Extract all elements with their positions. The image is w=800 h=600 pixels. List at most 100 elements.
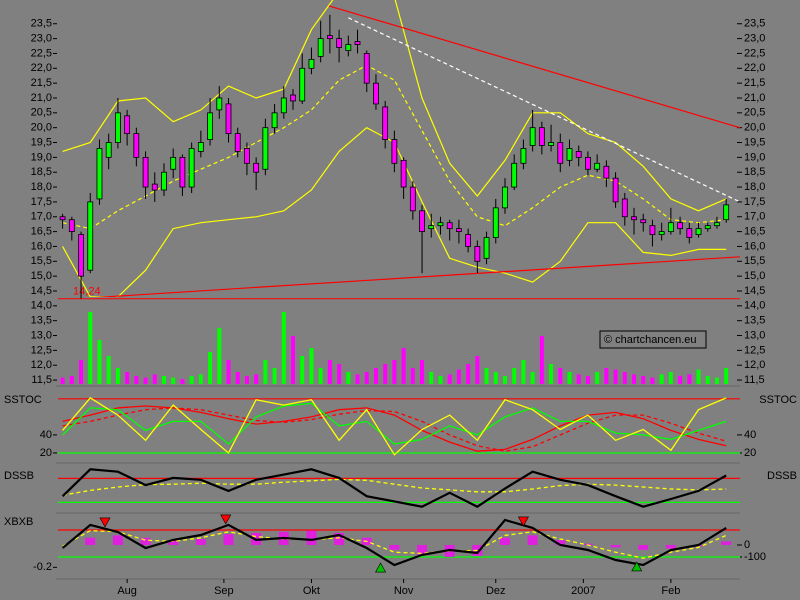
volume-bar — [355, 374, 360, 384]
indicator-line — [61, 468, 727, 508]
candle-body — [68, 219, 75, 233]
volume-bar — [383, 364, 388, 384]
candle-body — [142, 156, 149, 188]
y-tick-label: 20,0 — [31, 122, 52, 134]
signal-marker — [375, 562, 387, 573]
candle-body — [456, 228, 462, 232]
volume-bar — [438, 376, 443, 384]
volume-bar — [530, 372, 535, 384]
y-tick-label: 21,5 — [31, 77, 52, 89]
volume-bar — [641, 376, 646, 384]
candle-body — [234, 133, 241, 152]
signal-marker — [517, 516, 529, 527]
candle-body — [225, 103, 232, 135]
x-tick-label: Sep — [214, 585, 234, 597]
volume-bar — [687, 374, 692, 384]
volume-bar — [558, 368, 563, 384]
candle-body — [631, 216, 637, 221]
volume-bar — [208, 352, 213, 384]
histogram-bar — [555, 540, 566, 545]
candle-body — [594, 162, 601, 170]
volume-bar — [410, 368, 415, 384]
candle-body — [124, 115, 131, 135]
y-tick-label: 40 — [40, 429, 52, 441]
volume-bar — [475, 356, 480, 384]
candle-body — [188, 148, 195, 188]
candle-body — [502, 186, 508, 209]
volume-bar — [60, 377, 65, 384]
histogram-bar — [85, 537, 96, 545]
candle-body — [474, 246, 481, 262]
candle-body — [345, 44, 352, 51]
volume-bar — [254, 374, 259, 384]
candle-body — [363, 53, 370, 84]
y-tick-label: 15,0 — [744, 270, 765, 282]
indicator-line — [61, 518, 727, 567]
y-tick-label: 15,0 — [31, 270, 52, 282]
y-tick-label: 20 — [744, 447, 756, 459]
volume-bar — [567, 372, 572, 384]
y-tick-label: 16,5 — [744, 226, 765, 238]
volume-bar — [235, 372, 240, 384]
watermark: © chartchancen.eu — [599, 330, 707, 349]
volume-bar — [512, 368, 517, 384]
candle-body — [419, 210, 425, 232]
x-tick-label: Feb — [661, 585, 680, 597]
y-tick-label: 15,5 — [744, 255, 765, 267]
volume-bar — [291, 336, 296, 384]
volume-bar — [447, 374, 452, 384]
volume-bar — [420, 360, 425, 384]
candle-body — [557, 142, 564, 164]
y-tick-label: -100 — [744, 551, 766, 563]
candle-body — [115, 112, 121, 143]
volume-bar — [539, 336, 544, 384]
y-tick-label: 13,5 — [31, 315, 52, 327]
watermark-box — [599, 330, 707, 349]
candle-body — [566, 148, 573, 161]
candle-body — [161, 171, 167, 191]
candle-body — [409, 186, 416, 212]
y-tick-label: 20,0 — [744, 122, 765, 134]
volume-bar — [272, 368, 277, 384]
y-tick-label: 19,0 — [744, 151, 765, 163]
y-tick-label: 18,5 — [744, 166, 765, 178]
y-tick-label: 17,5 — [744, 196, 765, 208]
candle-body — [373, 82, 379, 105]
histogram-bar — [168, 540, 179, 545]
volume-bar — [466, 364, 471, 384]
candle-body — [207, 112, 213, 140]
volume-bar — [549, 364, 554, 384]
low-label: 14,24 — [73, 286, 101, 298]
candle-body — [170, 156, 177, 170]
candle-body — [621, 198, 628, 218]
candle-body — [244, 148, 250, 164]
volume-bar — [705, 376, 710, 384]
y-tick-label: 21,0 — [31, 92, 52, 104]
y-tick-label: 12,0 — [31, 359, 52, 371]
x-tick-label: 2007 — [571, 585, 595, 597]
candle-body — [492, 207, 499, 238]
volume-bar — [613, 369, 618, 384]
y-tick-label: -0.2 — [33, 561, 52, 573]
x-tick-label: Dez — [486, 585, 506, 597]
panel-title: DSSB — [767, 470, 797, 482]
volume-bar — [115, 368, 120, 384]
candle-body — [723, 204, 730, 221]
y-tick-label: 13,5 — [744, 315, 765, 327]
y-tick-label: 17,5 — [31, 196, 52, 208]
volume-bar — [106, 356, 111, 384]
candle-body — [59, 216, 66, 221]
candle-body — [253, 162, 260, 173]
volume-bar — [143, 377, 148, 384]
volume-bar — [724, 368, 729, 384]
candle-body — [299, 67, 306, 102]
indicator-line — [348, 17, 740, 203]
volume-bar — [632, 374, 637, 384]
histogram-bar — [665, 544, 676, 549]
volume-bar — [327, 360, 332, 384]
indicator-line — [62, 529, 727, 559]
volume-bar — [309, 348, 314, 384]
candle-body — [529, 127, 536, 146]
histogram-bar — [112, 535, 123, 545]
y-tick-label: 18,0 — [744, 181, 765, 193]
